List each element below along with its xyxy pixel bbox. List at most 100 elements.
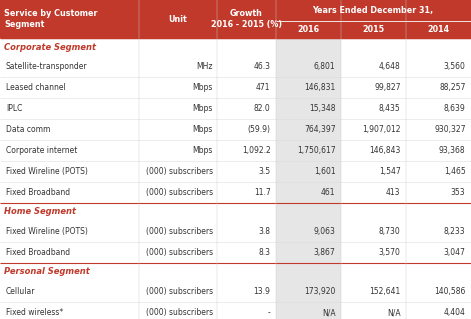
Text: Mbps: Mbps bbox=[192, 83, 213, 92]
Bar bbox=[406, 221, 471, 242]
Bar bbox=[341, 140, 406, 161]
Text: (000) subscribers: (000) subscribers bbox=[146, 227, 213, 236]
Text: 3,867: 3,867 bbox=[314, 248, 335, 257]
Text: 3,570: 3,570 bbox=[379, 248, 400, 257]
Bar bbox=[139, 302, 217, 319]
Text: 1,750,617: 1,750,617 bbox=[297, 146, 335, 155]
Bar bbox=[276, 221, 341, 242]
Bar bbox=[139, 56, 217, 77]
Text: 1,547: 1,547 bbox=[379, 167, 400, 176]
Bar bbox=[341, 182, 406, 203]
Text: 11.7: 11.7 bbox=[254, 188, 270, 197]
Text: Corporate internet: Corporate internet bbox=[6, 146, 77, 155]
Text: 99,827: 99,827 bbox=[374, 83, 400, 92]
Text: Fixed Wireline (POTS): Fixed Wireline (POTS) bbox=[6, 227, 88, 236]
Text: 140,586: 140,586 bbox=[434, 287, 465, 296]
Text: 8,639: 8,639 bbox=[444, 104, 465, 113]
Bar bbox=[217, 119, 276, 140]
Text: 146,831: 146,831 bbox=[304, 83, 335, 92]
Text: 471: 471 bbox=[256, 83, 270, 92]
Text: Mbps: Mbps bbox=[192, 146, 213, 155]
Text: N/A: N/A bbox=[322, 308, 335, 317]
Text: 46.3: 46.3 bbox=[253, 62, 270, 71]
Text: Cellular: Cellular bbox=[6, 287, 35, 296]
Text: MHz: MHz bbox=[196, 62, 213, 71]
Bar bbox=[341, 161, 406, 182]
Text: Data comm: Data comm bbox=[6, 125, 50, 134]
Bar bbox=[217, 77, 276, 98]
Bar bbox=[139, 77, 217, 98]
Text: Personal Segment: Personal Segment bbox=[4, 268, 90, 277]
Bar bbox=[139, 98, 217, 119]
Text: Mbps: Mbps bbox=[192, 125, 213, 134]
Text: -: - bbox=[268, 308, 270, 317]
Bar bbox=[276, 281, 341, 302]
Text: 1,601: 1,601 bbox=[314, 167, 335, 176]
Bar bbox=[0, 119, 139, 140]
Text: 1,907,012: 1,907,012 bbox=[362, 125, 400, 134]
Text: 4,404: 4,404 bbox=[444, 308, 465, 317]
Text: Mbps: Mbps bbox=[192, 104, 213, 113]
Text: (000) subscribers: (000) subscribers bbox=[146, 188, 213, 197]
Text: 764,397: 764,397 bbox=[304, 125, 335, 134]
Text: 3,560: 3,560 bbox=[444, 62, 465, 71]
Text: (000) subscribers: (000) subscribers bbox=[146, 248, 213, 257]
Text: 930,327: 930,327 bbox=[434, 125, 465, 134]
Text: 3,047: 3,047 bbox=[444, 248, 465, 257]
Text: Satellite-transponder: Satellite-transponder bbox=[6, 62, 88, 71]
Text: 152,641: 152,641 bbox=[369, 287, 400, 296]
Text: Fixed wireless*: Fixed wireless* bbox=[6, 308, 63, 317]
Bar bbox=[139, 221, 217, 242]
Text: 461: 461 bbox=[321, 188, 335, 197]
Bar bbox=[406, 140, 471, 161]
Text: 2016: 2016 bbox=[297, 25, 319, 34]
Bar bbox=[341, 281, 406, 302]
Bar bbox=[0, 302, 139, 319]
Bar bbox=[276, 302, 341, 319]
Text: Fixed Broadband: Fixed Broadband bbox=[6, 248, 70, 257]
Bar bbox=[217, 182, 276, 203]
Bar bbox=[406, 182, 471, 203]
Bar bbox=[406, 281, 471, 302]
Bar bbox=[276, 98, 341, 119]
Text: Growth
2016 - 2015 (%): Growth 2016 - 2015 (%) bbox=[211, 9, 282, 29]
Text: IPLC: IPLC bbox=[6, 104, 23, 113]
Bar bbox=[406, 161, 471, 182]
Text: Fixed Broadband: Fixed Broadband bbox=[6, 188, 70, 197]
Text: 4,648: 4,648 bbox=[379, 62, 400, 71]
Bar bbox=[276, 140, 341, 161]
Bar bbox=[276, 161, 341, 182]
Text: 82.0: 82.0 bbox=[254, 104, 270, 113]
Bar bbox=[406, 98, 471, 119]
Text: 173,920: 173,920 bbox=[304, 287, 335, 296]
Bar bbox=[217, 161, 276, 182]
Bar bbox=[0, 98, 139, 119]
Text: 93,368: 93,368 bbox=[439, 146, 465, 155]
Text: Years Ended December 31,: Years Ended December 31, bbox=[312, 6, 434, 15]
Text: 15,348: 15,348 bbox=[309, 104, 335, 113]
Bar bbox=[276, 263, 341, 281]
Text: 1,092.2: 1,092.2 bbox=[242, 146, 270, 155]
Bar bbox=[276, 38, 341, 56]
Bar bbox=[0, 140, 139, 161]
Bar bbox=[0, 0, 471, 38]
Bar bbox=[406, 56, 471, 77]
Text: 88,257: 88,257 bbox=[439, 83, 465, 92]
Bar bbox=[341, 56, 406, 77]
Bar bbox=[341, 98, 406, 119]
Text: 413: 413 bbox=[386, 188, 400, 197]
Bar bbox=[276, 242, 341, 263]
Bar bbox=[217, 242, 276, 263]
Text: 13.9: 13.9 bbox=[254, 287, 270, 296]
Bar bbox=[276, 203, 341, 221]
Bar bbox=[217, 56, 276, 77]
Text: 8.3: 8.3 bbox=[259, 248, 270, 257]
Bar bbox=[406, 302, 471, 319]
Bar bbox=[276, 119, 341, 140]
Text: 8,730: 8,730 bbox=[379, 227, 400, 236]
Bar bbox=[0, 281, 139, 302]
Bar bbox=[406, 242, 471, 263]
Bar bbox=[0, 77, 139, 98]
Bar bbox=[217, 221, 276, 242]
Bar bbox=[341, 302, 406, 319]
